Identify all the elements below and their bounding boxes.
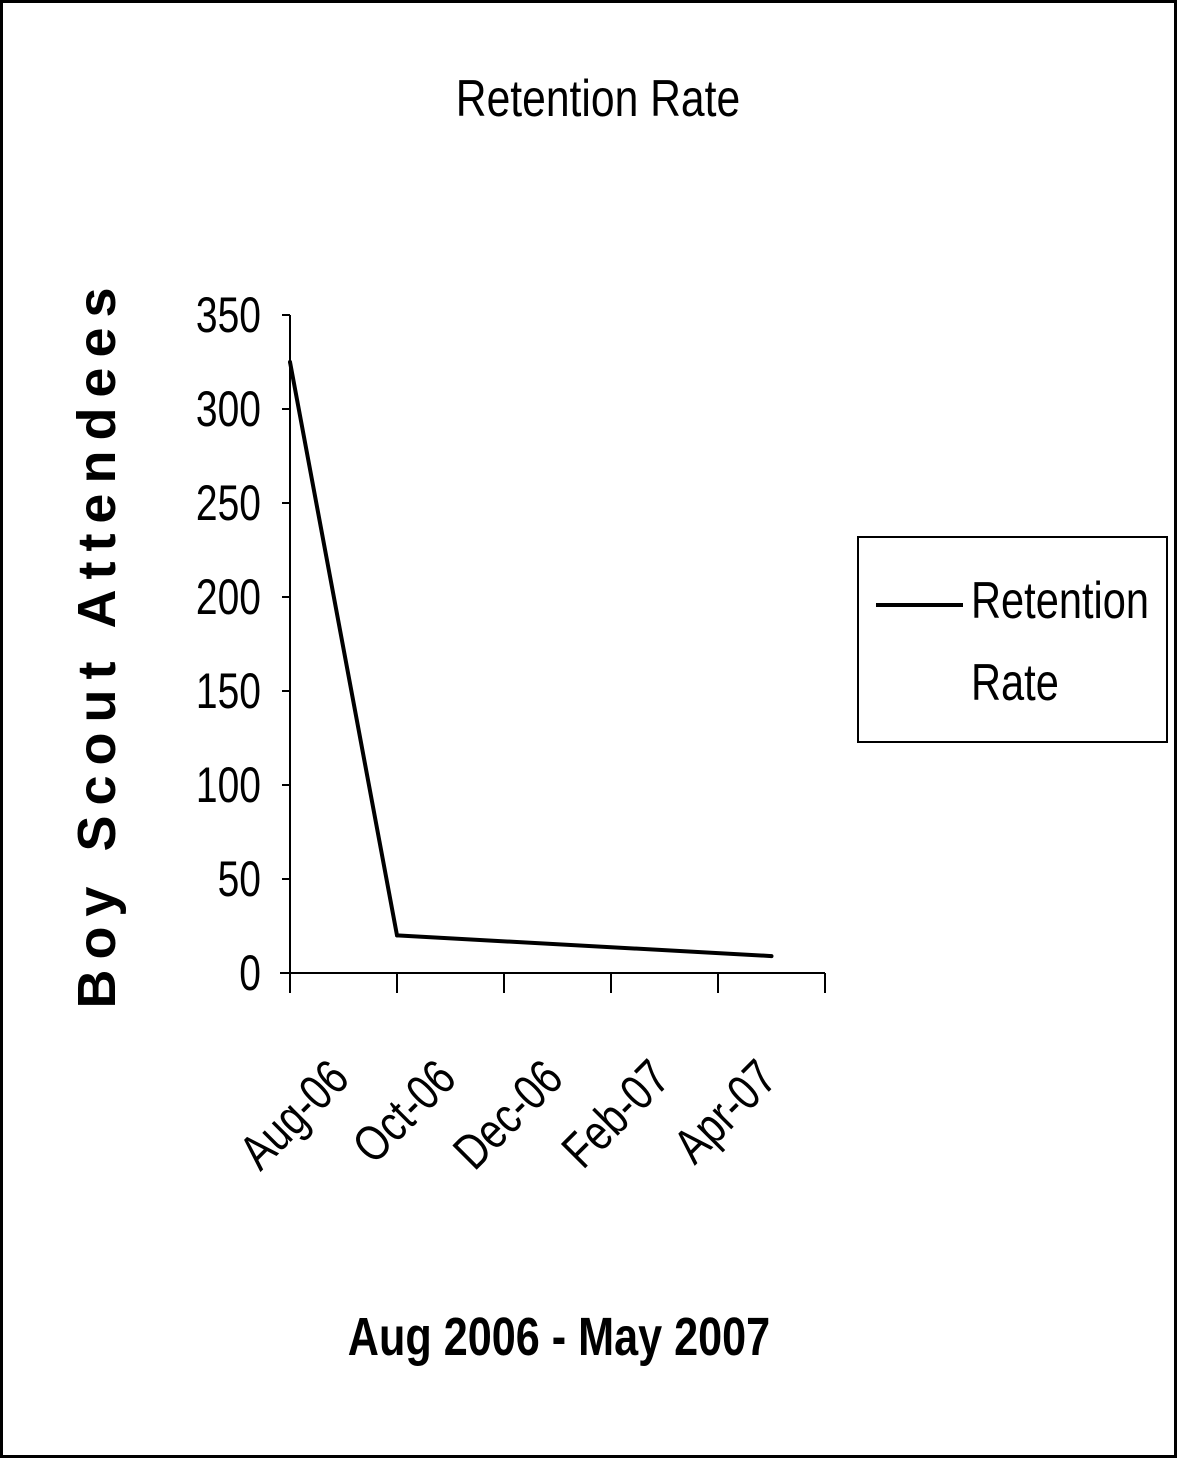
y-tick-label: 200 xyxy=(196,568,261,625)
data-point xyxy=(288,360,292,364)
y-tick-group: 0 50 100 150 200 250 300 350 xyxy=(196,286,290,1001)
series-layer xyxy=(288,360,774,959)
y-tick-label: 0 xyxy=(239,944,261,1001)
x-axis-title: Aug 2006 - May 2007 xyxy=(348,1308,770,1368)
y-axis-title: Boy Scout Attendees xyxy=(67,277,127,1008)
x-tick-label: Dec-06 xyxy=(442,1049,573,1180)
line-chart: Retention Rate 0 50 100 150 200 250 300 350 Aug… xyxy=(67,70,1168,1368)
legend: Retention Rate xyxy=(857,536,1168,743)
data-point xyxy=(769,954,774,959)
y-tick-label: 250 xyxy=(196,474,261,531)
y-tick-label: 150 xyxy=(196,662,261,719)
legend-label-line: Rate xyxy=(971,653,1059,712)
x-tick-label: Aug-06 xyxy=(228,1049,359,1180)
y-tick-label: 350 xyxy=(196,286,261,343)
x-tick-label: Oct-06 xyxy=(342,1049,467,1174)
y-tick-label: 50 xyxy=(218,850,261,907)
x-tick-label: Apr-07 xyxy=(663,1049,788,1174)
y-tick-label: 100 xyxy=(196,756,261,813)
series-line xyxy=(288,361,772,959)
y-tick-label: 300 xyxy=(196,380,261,437)
legend-label: Retention Rate xyxy=(971,571,1149,712)
data-point xyxy=(395,933,399,938)
legend-label-line: Retention xyxy=(971,571,1149,630)
x-tick-label: Feb-07 xyxy=(551,1049,680,1178)
chart-title: Retention Rate xyxy=(456,70,740,128)
legend-box xyxy=(857,536,1168,743)
